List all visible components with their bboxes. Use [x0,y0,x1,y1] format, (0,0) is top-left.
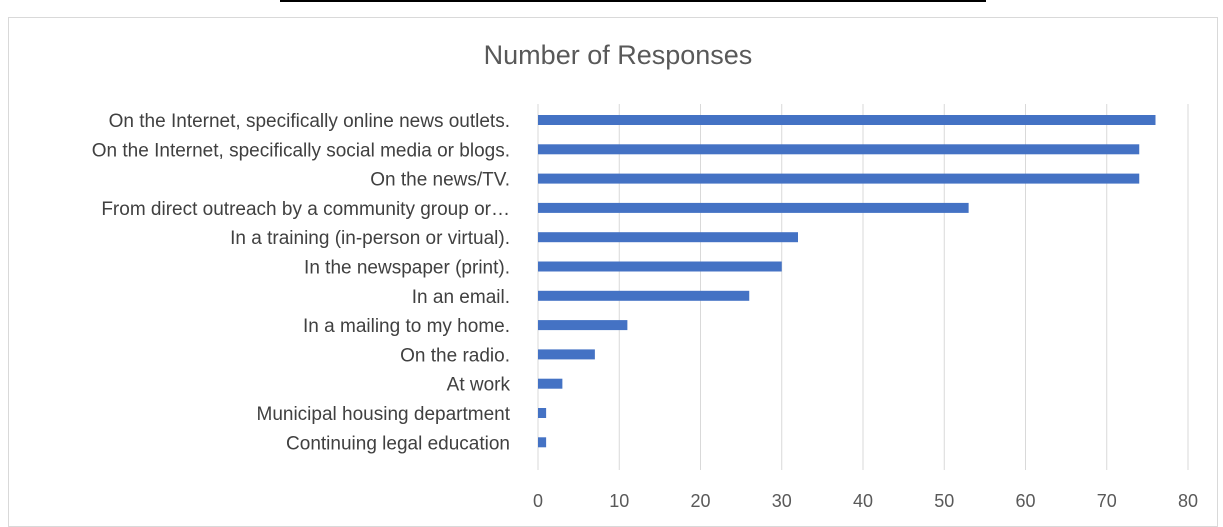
x-tick-label: 50 [934,491,954,511]
category-label: On the Internet, specifically social med… [92,140,510,161]
top-rule [280,0,986,2]
category-label: On the radio. [400,345,510,366]
x-tick-label: 30 [772,491,792,511]
bar [538,378,563,389]
x-tick-label: 10 [609,491,629,511]
x-tick-label: 70 [1097,491,1117,511]
category-label: In the newspaper (print). [304,258,510,279]
x-axis-ticks: 0 10 20 30 40 50 60 70 80 [533,491,1198,511]
category-label: Continuing legal education [286,433,510,454]
x-tick-label: 20 [690,491,710,511]
category-label: In a training (in-person or virtual). [230,228,510,249]
grid-lines [537,104,1189,470]
x-tick-label: 80 [1178,491,1198,511]
bar [538,232,798,243]
bar [538,261,782,272]
bar [538,320,628,331]
x-tick-label: 60 [1015,491,1035,511]
category-labels: On the Internet, specifically online new… [92,111,511,454]
x-tick-label: 0 [533,491,543,511]
category-label: In an email. [412,287,510,308]
category-label: Municipal housing department [257,404,511,425]
category-label: In a mailing to my home. [303,316,510,337]
bar [538,115,1156,125]
category-label: On the news/TV. [370,170,510,191]
bar [538,173,1140,184]
category-label: On the Internet, specifically online new… [109,111,510,132]
bar [538,202,969,213]
bar [538,349,595,360]
bar [538,290,750,301]
bars [538,115,1156,448]
bar [538,408,547,418]
x-tick-label: 40 [853,491,873,511]
category-label: At work [447,375,511,396]
bar [538,437,547,448]
bar [538,144,1140,155]
category-label: From direct outreach by a community grou… [101,199,510,220]
chart-title: Number of Responses [484,40,753,70]
